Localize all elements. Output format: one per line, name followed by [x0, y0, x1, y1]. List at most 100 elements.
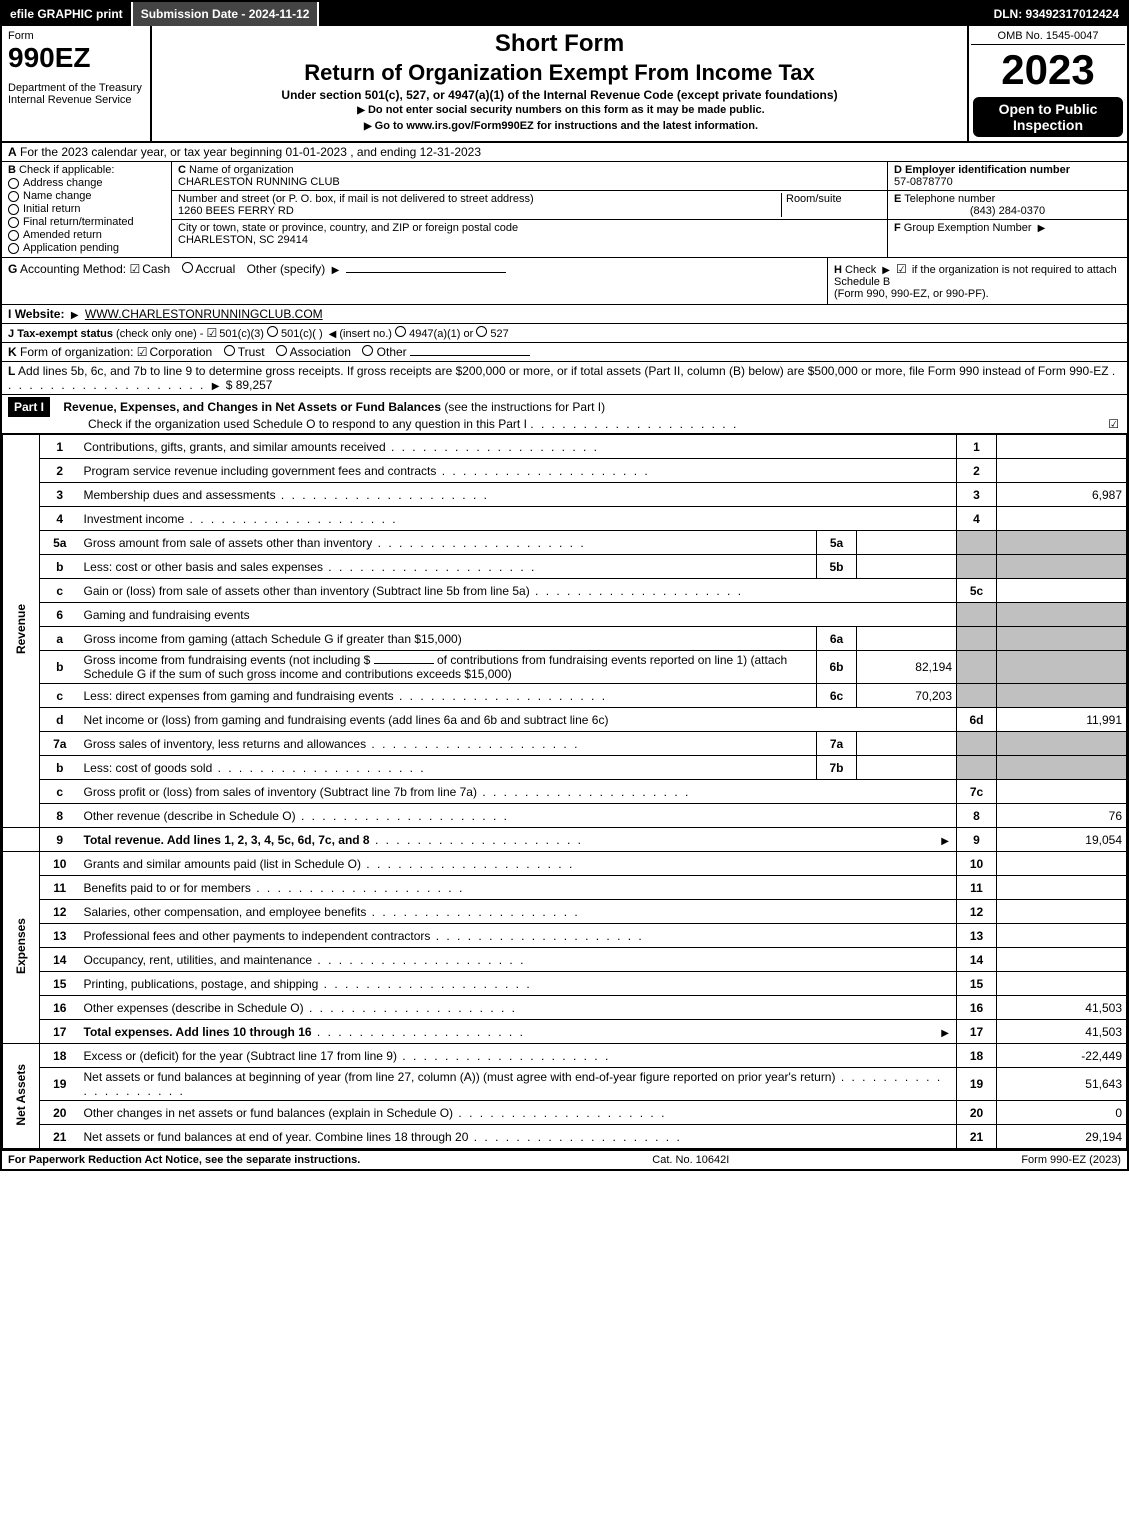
l5a-desc: Gross amount from sale of assets other t…	[80, 531, 817, 555]
l2-desc: Program service revenue including govern…	[80, 459, 957, 483]
chk-association[interactable]	[276, 345, 287, 356]
l17-num: 17	[40, 1020, 80, 1044]
phone-value: (843) 284-0370	[894, 205, 1121, 217]
h-text3: (Form 990, 990-EZ, or 990-PF).	[834, 288, 989, 300]
l14-fn: 14	[957, 948, 997, 972]
chk-corporation[interactable]	[137, 345, 150, 359]
chk-cash[interactable]	[129, 262, 142, 276]
lbl-insert: (insert no.)	[339, 328, 392, 340]
l12-fn: 12	[957, 900, 997, 924]
section-bcd: B Check if applicable: Address change Na…	[2, 162, 1127, 258]
l5a-sc: 5a	[817, 531, 857, 555]
l6a-sv	[857, 627, 957, 651]
short-form-title: Short Form	[162, 30, 957, 58]
dln-label: DLN: 93492317012424	[986, 2, 1127, 26]
chk-name-change[interactable]	[8, 191, 19, 202]
l6c-sc: 6c	[817, 684, 857, 708]
l7b-sc: 7b	[817, 756, 857, 780]
letter-f: F	[894, 222, 901, 234]
chk-amended-return[interactable]	[8, 230, 19, 241]
arrow-icon	[1035, 222, 1049, 234]
l19-val: 51,643	[997, 1068, 1127, 1101]
chk-4947[interactable]	[395, 326, 406, 337]
l15-desc: Printing, publications, postage, and shi…	[80, 972, 957, 996]
l6-grey2	[997, 603, 1127, 627]
letter-b: B	[8, 164, 16, 176]
section-gh: G Accounting Method: Cash Accrual Other …	[2, 258, 1127, 305]
efile-label[interactable]: efile GRAPHIC print	[2, 2, 133, 26]
chk-final-return[interactable]	[8, 217, 19, 228]
chk-trust[interactable]	[224, 345, 235, 356]
l6a-num: a	[40, 627, 80, 651]
l3-num: 3	[40, 483, 80, 507]
chk-501c3[interactable]	[207, 328, 220, 340]
l6d-num: d	[40, 708, 80, 732]
ein-value: 57-0878770	[894, 176, 953, 188]
part1-title: Revenue, Expenses, and Changes in Net As…	[63, 400, 441, 414]
j-hint: (check only one) -	[116, 328, 203, 340]
arrow-l	[209, 378, 223, 392]
l7c-fn: 7c	[957, 780, 997, 804]
l14-num: 14	[40, 948, 80, 972]
l6-num: 6	[40, 603, 80, 627]
l6b-blank[interactable]	[374, 663, 434, 664]
l9-fn: 9	[957, 828, 997, 852]
netassets-label: Net Assets	[3, 1044, 40, 1149]
chk-initial-return[interactable]	[8, 204, 19, 215]
goto-text[interactable]: Go to www.irs.gov/Form990EZ for instruct…	[375, 120, 758, 132]
chk-address-change[interactable]	[8, 178, 19, 189]
arrow-insert	[326, 328, 340, 340]
l10-desc: Grants and similar amounts paid (list in…	[80, 852, 957, 876]
l11-num: 11	[40, 876, 80, 900]
l6a-sc: 6a	[817, 627, 857, 651]
part1-label: Part I	[8, 397, 50, 417]
l6b-sv: 82,194	[857, 651, 957, 684]
form-number: 990EZ	[8, 42, 144, 74]
irs-label: Internal Revenue Service	[8, 94, 144, 106]
l11-val	[997, 876, 1127, 900]
chk-application-pending[interactable]	[8, 243, 19, 254]
part1-hint: (see the instructions for Part I)	[444, 400, 605, 414]
rev-end	[3, 828, 40, 852]
street-value: 1260 BEES FERRY RD	[178, 205, 294, 217]
l11-desc: Benefits paid to or for members	[80, 876, 957, 900]
l6c-grey	[957, 684, 997, 708]
chk-501c[interactable]	[267, 326, 278, 337]
l3-fn: 3	[957, 483, 997, 507]
other-specify-input[interactable]	[346, 272, 506, 273]
lbl-association: Association	[290, 345, 351, 359]
chk-schedule-o[interactable]	[1108, 417, 1121, 431]
l7a-num: 7a	[40, 732, 80, 756]
chk-accrual[interactable]	[182, 262, 193, 273]
l4-num: 4	[40, 507, 80, 531]
l14-val	[997, 948, 1127, 972]
section-b-label: Check if applicable:	[19, 164, 114, 176]
section-k: K Form of organization: Corporation Trus…	[2, 343, 1127, 362]
l20-desc: Other changes in net assets or fund bala…	[80, 1101, 957, 1125]
footer-left: For Paperwork Reduction Act Notice, see …	[8, 1154, 360, 1166]
l17-val: 41,503	[997, 1020, 1127, 1044]
website-value[interactable]: WWW.CHARLESTONRUNNINGCLUB.COM	[85, 307, 323, 321]
l4-fn: 4	[957, 507, 997, 531]
l16-val: 41,503	[997, 996, 1127, 1020]
l2-val	[997, 459, 1127, 483]
submission-date: Submission Date - 2024-11-12	[133, 2, 320, 26]
l18-num: 18	[40, 1044, 80, 1068]
other-org-input[interactable]	[410, 355, 530, 356]
l7a-sc: 7a	[817, 732, 857, 756]
l-text: Add lines 5b, 6c, and 7b to line 9 to de…	[18, 364, 1109, 378]
header-right: OMB No. 1545-0047 2023 Open to Public In…	[967, 26, 1127, 141]
website-label: Website:	[15, 307, 65, 321]
l2-fn: 2	[957, 459, 997, 483]
l12-val	[997, 900, 1127, 924]
chk-other-org[interactable]	[362, 345, 373, 356]
lbl-527: 527	[490, 328, 508, 340]
chk-527[interactable]	[476, 326, 487, 337]
l7b-desc: Less: cost of goods sold	[80, 756, 817, 780]
open-public-badge: Open to Public Inspection	[973, 97, 1123, 137]
l6d-desc: Net income or (loss) from gaming and fun…	[80, 708, 957, 732]
l7c-val	[997, 780, 1127, 804]
l6a-desc: Gross income from gaming (attach Schedul…	[80, 627, 817, 651]
chk-schedule-b[interactable]	[896, 264, 909, 276]
l5b-sv	[857, 555, 957, 579]
